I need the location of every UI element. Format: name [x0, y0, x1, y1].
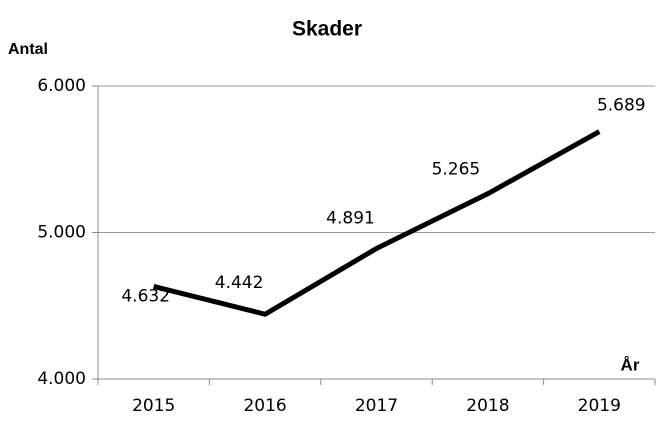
- y-tick-label: 5.000: [37, 223, 86, 243]
- x-tick-label: 2019: [578, 396, 621, 416]
- x-tick-label: 2015: [132, 396, 175, 416]
- data-label: 4.891: [326, 208, 375, 228]
- y-tick-label: 4.000: [37, 369, 86, 389]
- data-label: 4.632: [121, 286, 170, 306]
- chart-title: Skader: [292, 18, 362, 41]
- line: [153, 129, 601, 317]
- x-tick-label: 2018: [466, 396, 509, 416]
- data-label: 5.689: [597, 96, 646, 116]
- data-label: 4.442: [215, 273, 264, 293]
- y-axis-label: Antal: [8, 41, 48, 58]
- y-tick-label: 6.000: [37, 76, 86, 96]
- x-tick-label: 2017: [355, 396, 398, 416]
- data-label: 5.265: [432, 160, 481, 180]
- x-axis-label: År: [621, 355, 640, 374]
- x-tick-label: 2016: [243, 396, 286, 416]
